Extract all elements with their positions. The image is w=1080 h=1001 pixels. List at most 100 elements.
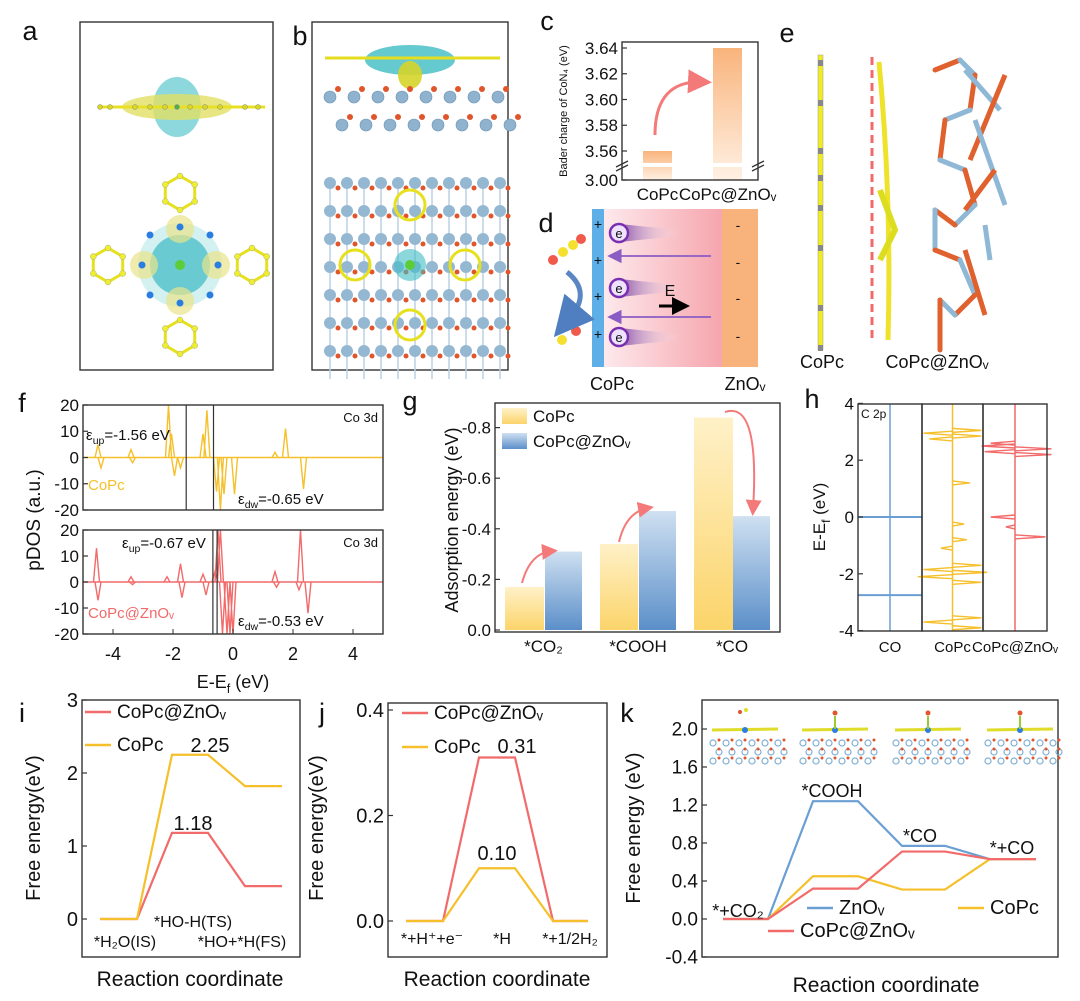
dos-curve: [981, 440, 1052, 540]
legend-label: CoPc: [990, 897, 1039, 919]
bar-0-2: [694, 417, 733, 630]
x-axis-label: Reaction coordinate: [97, 968, 284, 991]
f-x-tick-label: 2: [288, 644, 298, 664]
f-x-axis-label-part: (eV): [230, 672, 269, 692]
barrier-value: 0.10: [478, 843, 517, 865]
f-x-tick-label: -2: [165, 644, 181, 664]
panel-c-axes: [621, 41, 759, 181]
i-axes: [81, 699, 301, 958]
g-y-axis-label: Adsorption energy (eV): [442, 427, 462, 612]
axis-break-mark: [615, 160, 629, 172]
j-axes: [387, 702, 608, 958]
axis-break-gap: [630, 163, 750, 167]
eps-up-label-part: =-1.56 eV: [104, 427, 169, 444]
eps-up-label-part: ε: [86, 427, 93, 444]
panel-label-b: b: [292, 21, 307, 51]
f-y-tick-label: 0: [70, 573, 79, 592]
h-y-tick-label: -4: [839, 622, 854, 641]
i-y-tick-label: 1: [67, 836, 78, 858]
j-y-tick-label: 0.2: [356, 806, 384, 828]
bar-1-1: [639, 511, 676, 630]
k-axes: [701, 699, 1059, 958]
state-label: *H₂O(IS): [94, 934, 156, 951]
h-y-tick-label: 0: [845, 508, 854, 527]
y-axis-label: Free energy(eV): [306, 755, 328, 901]
bar-0-0: [505, 586, 544, 630]
adsorption-structure-image: [709, 708, 788, 765]
minus-sign: -: [736, 254, 741, 270]
electron-trail: [619, 224, 680, 242]
f-x-axis-label-part: E-E: [197, 672, 227, 692]
f-x-axis-label-part: f: [227, 682, 231, 696]
i-y-tick-label: 2: [67, 763, 78, 785]
c-y-tick-label: 3.60: [585, 90, 618, 109]
h-y-axis-label-part: E-E: [810, 523, 829, 551]
i-y-tick-label: 3: [67, 690, 78, 712]
co2-atom: [558, 247, 568, 257]
h-x-label: CoPc: [934, 639, 971, 656]
electron-icon: [608, 222, 630, 244]
h-y-axis-label-part: f: [819, 519, 833, 523]
eps-dw-label-part: dw: [245, 621, 259, 633]
k-y-tick-label: -0.4: [665, 948, 698, 969]
eps-dw-label-part: =-0.65 eV: [258, 491, 323, 508]
e-copc-label: CoPc: [800, 352, 844, 372]
state-label: *+CO: [990, 838, 1035, 858]
energy-profile-1: [723, 858, 1036, 921]
copc-charge-density-image: [90, 77, 270, 358]
h-y-tick-label: 2: [845, 451, 854, 470]
f-series-label: CoPc@ZnOᵥ: [88, 605, 174, 622]
co2-atom: [548, 255, 558, 265]
f-y-tick-label: -10: [54, 475, 79, 494]
co-atom: [571, 326, 581, 336]
d-znov-label: ZnOᵥ: [725, 374, 766, 394]
c-y-tick-label: 3.56: [585, 142, 618, 161]
state-label: *+CO₂: [712, 901, 764, 921]
side-view-structures: [817, 54, 1008, 353]
legend-label: CoPc: [533, 407, 575, 426]
c-y-tick-label: 3.64: [585, 39, 618, 58]
barrier-value: 0.31: [498, 736, 537, 758]
plus-sign: +: [594, 326, 602, 342]
adsorption-structure-image: [984, 710, 1063, 765]
panel-label-i: i: [19, 698, 25, 728]
field-label: E: [665, 283, 676, 300]
eps-dw-label-part: =-0.53 eV: [258, 613, 323, 630]
panel-label-k: k: [620, 698, 634, 728]
h-x-label: CO: [879, 639, 902, 656]
k-y-tick-label: 0.8: [672, 834, 698, 855]
eps-up-label-part: ε: [122, 535, 129, 552]
c-x-label: CoPc@ZnOᵥ: [679, 185, 777, 204]
panel-a-frame: [79, 21, 274, 371]
legend-label: CoPc@ZnOᵥ: [434, 703, 544, 724]
state-label: *CO: [903, 826, 937, 846]
legend-label: CoPc@ZnOᵥ: [800, 920, 915, 942]
f-x-tick-label: 0: [228, 644, 238, 664]
f-y-tick-label: -10: [54, 599, 79, 618]
electron-icon: [608, 277, 630, 299]
f-orbital-label: Co 3d: [343, 410, 378, 425]
state-label: *HO-H(TS): [154, 914, 232, 931]
c-y-tick-label: 3.00: [585, 171, 618, 190]
j-y-tick-label: 0.0: [356, 911, 384, 933]
state-label: *+H⁺+e⁻: [401, 931, 463, 948]
panel-label-j: j: [318, 698, 325, 728]
reduction-arrow-icon: [553, 270, 595, 338]
plus-sign: +: [594, 216, 602, 232]
state-label: *+1/2H₂: [542, 931, 598, 948]
k-y-tick-label: 0.0: [672, 910, 698, 931]
g-y-tick-label: -0.8: [462, 419, 491, 438]
c-x-label: CoPc: [637, 185, 679, 204]
d-copc-label: CoPc: [590, 374, 634, 394]
copc-region: [592, 209, 604, 367]
eps-dw-label: εdw=-0.53 eV: [238, 613, 324, 633]
f-y-tick-label: 10: [60, 547, 79, 566]
barrier-value: 2.25: [191, 735, 230, 757]
electron-label: e: [615, 226, 622, 241]
znov-region: [722, 209, 758, 367]
co2-atom: [576, 234, 586, 244]
adsorption-structure-image: [799, 710, 878, 765]
minus-sign: -: [736, 217, 741, 233]
h-x-label: CoPc@ZnOᵥ: [972, 639, 1058, 656]
minus-sign: -: [736, 290, 741, 306]
